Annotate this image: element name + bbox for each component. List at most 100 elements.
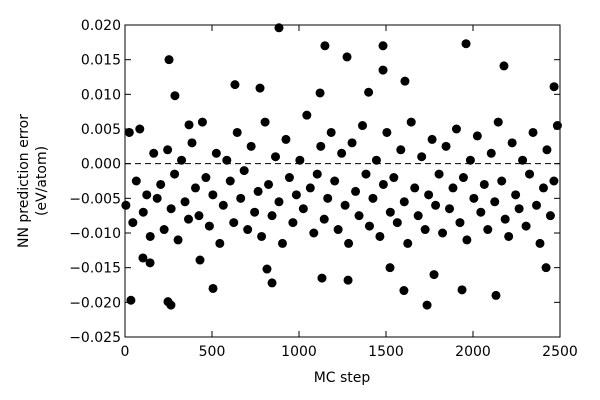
point: [486, 148, 496, 158]
point: [528, 127, 538, 137]
point: [385, 207, 395, 217]
point: [469, 193, 479, 203]
point: [315, 88, 325, 98]
point: [504, 231, 514, 241]
point: [253, 186, 263, 196]
point: [323, 193, 333, 203]
point: [465, 155, 475, 165]
point: [166, 300, 176, 310]
point: [333, 225, 343, 235]
point: [262, 264, 272, 274]
point: [378, 41, 388, 51]
point: [232, 127, 242, 137]
point: [197, 117, 207, 127]
point: [138, 207, 148, 217]
point: [420, 225, 430, 235]
point: [458, 173, 468, 183]
point: [173, 235, 183, 245]
point: [316, 141, 326, 151]
point: [422, 300, 432, 310]
point: [472, 131, 482, 141]
point: [312, 169, 322, 179]
point: [347, 138, 357, 148]
point: [457, 285, 467, 295]
point: [532, 200, 542, 210]
point: [385, 263, 395, 273]
point: [128, 218, 138, 228]
point: [302, 110, 312, 120]
point: [364, 221, 374, 231]
point: [368, 193, 378, 203]
point: [145, 258, 155, 268]
point: [399, 197, 409, 207]
point: [479, 179, 489, 189]
point: [507, 138, 517, 148]
point: [208, 190, 218, 200]
point: [260, 117, 270, 127]
point: [552, 121, 562, 131]
point: [274, 23, 284, 33]
point: [461, 39, 471, 49]
point: [500, 214, 510, 224]
point: [288, 218, 298, 228]
x-tick-label: 2500: [542, 344, 578, 360]
point: [180, 197, 190, 207]
point: [230, 80, 240, 90]
point: [124, 127, 134, 137]
point: [358, 121, 368, 131]
point: [541, 263, 551, 273]
point: [382, 127, 392, 137]
point: [400, 76, 410, 86]
point: [156, 179, 166, 189]
y-tick-label: −0.020: [69, 295, 121, 311]
point: [518, 155, 528, 165]
point: [413, 211, 423, 221]
point: [218, 200, 228, 210]
point: [236, 193, 246, 203]
point: [267, 278, 277, 288]
point: [239, 166, 249, 176]
point: [535, 238, 545, 248]
point: [317, 273, 327, 283]
point: [364, 87, 374, 97]
point: [375, 231, 385, 241]
point: [483, 225, 493, 235]
point: [126, 295, 136, 305]
point: [499, 61, 509, 71]
point: [187, 138, 197, 148]
point: [195, 255, 205, 265]
point: [277, 238, 287, 248]
point: [190, 183, 200, 193]
point: [208, 283, 218, 293]
point: [399, 286, 409, 296]
point: [410, 183, 420, 193]
point: [491, 290, 501, 300]
point: [149, 148, 159, 158]
point: [451, 124, 461, 134]
point: [343, 275, 353, 285]
point: [204, 221, 214, 231]
point: [538, 183, 548, 193]
y-tick-label: −0.010: [69, 226, 121, 242]
y-axis-label: NN prediction error: [16, 114, 32, 248]
point: [184, 214, 194, 224]
point: [371, 155, 381, 165]
point: [305, 183, 315, 193]
point: [246, 141, 256, 151]
point: [138, 253, 148, 263]
point: [511, 190, 521, 200]
y-tick-label: −0.015: [69, 261, 121, 277]
x-tick-label: 1500: [368, 344, 404, 360]
point: [340, 200, 350, 210]
point: [361, 169, 371, 179]
point: [170, 91, 180, 101]
point: [215, 238, 225, 248]
point: [250, 207, 260, 217]
point: [337, 148, 347, 158]
point: [378, 65, 388, 75]
point: [378, 179, 388, 189]
point: [417, 152, 427, 162]
point: [497, 176, 507, 186]
point: [549, 82, 559, 92]
point: [309, 228, 319, 238]
